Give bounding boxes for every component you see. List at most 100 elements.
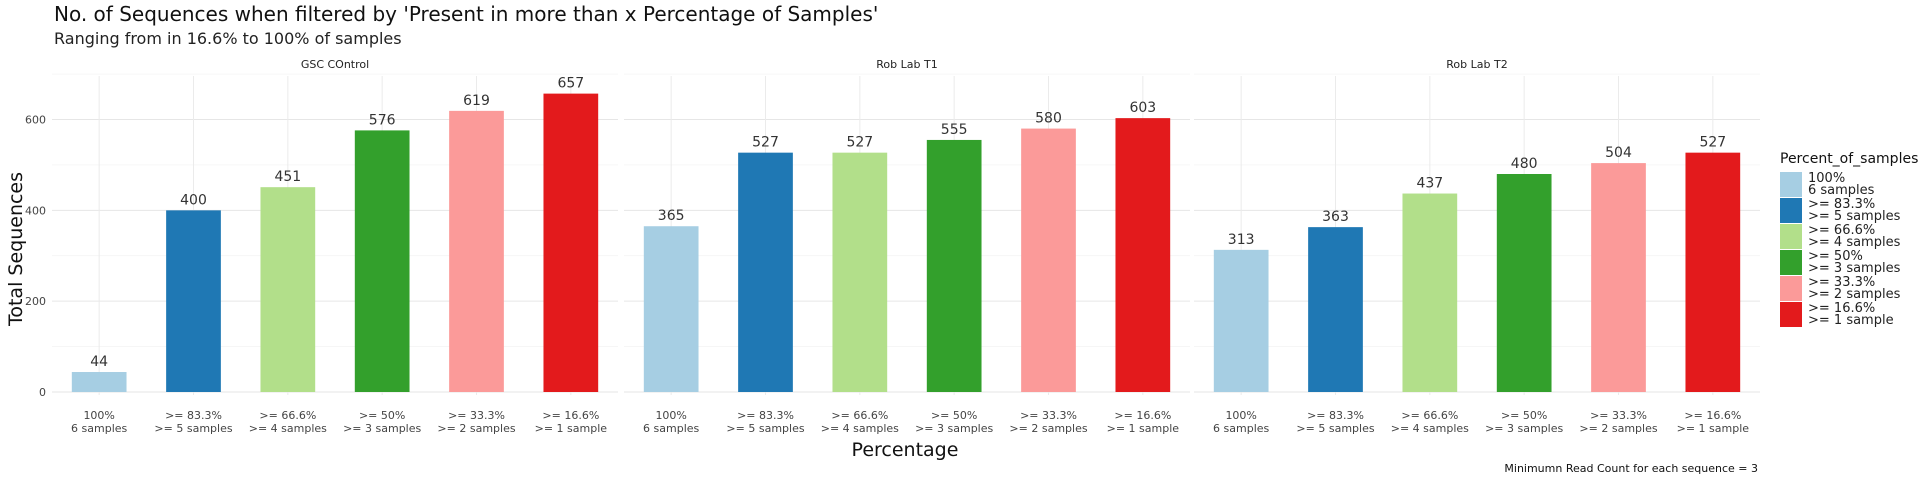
data-label: 480 — [1511, 156, 1538, 172]
legend-swatch — [1780, 224, 1802, 249]
data-label: 400 — [180, 192, 207, 208]
x-tick-label: >= 5 samples — [726, 422, 804, 435]
x-tick-label: >= 4 samples — [1391, 422, 1469, 435]
legend-label: 100% — [1808, 171, 1845, 186]
y-axis-title: Total Sequences — [5, 172, 27, 327]
bar — [166, 210, 221, 392]
x-tick-label: >= 16.6% — [1114, 409, 1171, 422]
y-tick-label: 600 — [25, 114, 46, 127]
bar — [1496, 174, 1552, 392]
legend-swatch — [1780, 250, 1802, 275]
data-label: 504 — [1605, 145, 1632, 161]
legend-label: >= 83.3% — [1808, 197, 1875, 212]
legend-label: >= 33.3% — [1808, 275, 1875, 290]
legend-label: >= 5 samples — [1808, 209, 1901, 224]
x-tick-label: 6 samples — [71, 422, 127, 435]
legend-label: >= 4 samples — [1808, 235, 1901, 250]
data-label: 44 — [90, 354, 108, 370]
data-label: 527 — [1699, 135, 1726, 151]
x-tick-label: >= 5 samples — [1296, 422, 1374, 435]
data-label: 619 — [463, 93, 490, 109]
legend-label: >= 3 samples — [1808, 261, 1901, 276]
legend-swatch — [1780, 172, 1802, 197]
legend-swatch — [1780, 276, 1802, 301]
bar — [71, 372, 127, 392]
facet-label: Rob Lab T1 — [876, 58, 937, 71]
bar — [449, 110, 504, 392]
legend-label: >= 66.6% — [1808, 223, 1875, 238]
chart-caption: Minimumn Read Count for each sequence = … — [1504, 462, 1758, 475]
x-tick-label: >= 2 samples — [1579, 422, 1657, 435]
x-tick-label: >= 16.6% — [542, 409, 599, 422]
x-tick-label: 100% — [83, 409, 114, 422]
x-tick-label: >= 3 samples — [343, 422, 421, 435]
data-label: 363 — [1322, 209, 1349, 225]
data-label: 451 — [274, 169, 301, 185]
x-tick-label: >= 1 sample — [535, 422, 608, 435]
x-tick-label: >= 2 samples — [1009, 422, 1087, 435]
y-tick-label: 400 — [25, 204, 46, 217]
bar — [260, 187, 316, 392]
x-tick-label: >= 83.3% — [1307, 409, 1364, 422]
x-tick-label: >= 1 sample — [1107, 422, 1180, 435]
data-label: 437 — [1416, 176, 1443, 192]
x-axis-title: Percentage — [852, 439, 959, 461]
legend-label: >= 16.6% — [1808, 301, 1875, 316]
bar — [643, 226, 699, 392]
legend-label: 6 samples — [1808, 183, 1875, 198]
bar — [1308, 227, 1363, 392]
x-tick-label: >= 66.6% — [259, 409, 316, 422]
x-tick-label: >= 50% — [359, 409, 405, 422]
data-label: 603 — [1129, 100, 1156, 116]
chart-title: No. of Sequences when filtered by 'Prese… — [54, 2, 878, 26]
x-tick-label: 100% — [655, 409, 686, 422]
x-tick-label: >= 4 samples — [249, 422, 327, 435]
bar — [738, 152, 793, 392]
bar — [1021, 128, 1076, 393]
x-tick-label: >= 4 samples — [821, 422, 899, 435]
legend-label: >= 2 samples — [1808, 287, 1901, 302]
x-tick-label: >= 33.3% — [1590, 409, 1647, 422]
legend-label: >= 50% — [1808, 249, 1863, 264]
bar — [354, 130, 410, 392]
x-tick-label: >= 2 samples — [437, 422, 515, 435]
data-label: 580 — [1035, 111, 1062, 127]
y-tick-label: 200 — [25, 295, 46, 308]
bar — [1591, 163, 1646, 392]
bar — [1402, 193, 1458, 392]
legend-swatch — [1780, 198, 1802, 223]
x-tick-label: >= 33.3% — [448, 409, 505, 422]
x-tick-label: >= 83.3% — [737, 409, 794, 422]
bar — [832, 152, 888, 392]
x-tick-label: 100% — [1225, 409, 1256, 422]
x-tick-label: >= 16.6% — [1684, 409, 1741, 422]
x-tick-label: >= 5 samples — [154, 422, 232, 435]
x-tick-label: >= 3 samples — [1485, 422, 1563, 435]
data-label: 555 — [941, 122, 968, 138]
bar — [1213, 249, 1269, 392]
x-tick-label: >= 66.6% — [831, 409, 888, 422]
facet-label: GSC COntrol — [301, 58, 369, 71]
x-tick-label: >= 1 sample — [1677, 422, 1750, 435]
bar — [926, 139, 982, 392]
legend-swatch — [1780, 302, 1802, 327]
y-tick-label: 0 — [39, 386, 46, 399]
bar — [1685, 152, 1741, 392]
x-tick-label: 6 samples — [643, 422, 699, 435]
facet-label: Rob Lab T2 — [1446, 58, 1507, 71]
legend-title: Percent_of_samples — [1780, 151, 1918, 167]
x-tick-label: >= 33.3% — [1020, 409, 1077, 422]
data-label: 527 — [752, 135, 779, 151]
x-tick-label: >= 50% — [1501, 409, 1547, 422]
x-tick-label: >= 3 samples — [915, 422, 993, 435]
x-tick-label: >= 66.6% — [1401, 409, 1458, 422]
bar — [543, 93, 599, 393]
data-label: 527 — [846, 135, 873, 151]
x-tick-label: >= 83.3% — [165, 409, 222, 422]
data-label: 365 — [658, 208, 685, 224]
bar — [1115, 118, 1171, 392]
x-tick-label: 6 samples — [1213, 422, 1269, 435]
